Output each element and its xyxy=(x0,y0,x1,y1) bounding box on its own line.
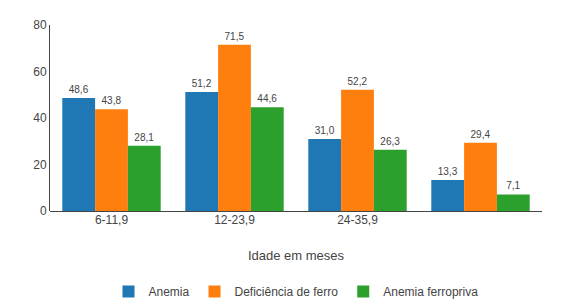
svg-text:60: 60 xyxy=(33,65,47,79)
svg-text:40: 40 xyxy=(33,111,47,125)
svg-text:71,5: 71,5 xyxy=(225,31,245,42)
svg-text:0: 0 xyxy=(40,204,47,218)
svg-text:44,6: 44,6 xyxy=(257,93,277,104)
svg-text:Anemia: Anemia xyxy=(149,285,190,299)
svg-text:80: 80 xyxy=(33,18,47,32)
svg-text:Deficiência de ferro: Deficiência de ferro xyxy=(235,285,339,299)
svg-text:13,3: 13,3 xyxy=(438,166,458,177)
svg-text:7,1: 7,1 xyxy=(506,180,520,191)
svg-text:29,4: 29,4 xyxy=(471,129,491,140)
svg-text:48,6: 48,6 xyxy=(69,84,89,95)
svg-text:43,8: 43,8 xyxy=(102,95,122,106)
svg-text:Idade em meses: Idade em meses xyxy=(248,248,345,263)
svg-text:52,2: 52,2 xyxy=(348,76,368,87)
svg-text:24-35,9: 24-35,9 xyxy=(337,213,378,227)
svg-text:28,1: 28,1 xyxy=(134,132,154,143)
svg-text:51,2: 51,2 xyxy=(192,78,212,89)
svg-text:31,0: 31,0 xyxy=(315,125,335,136)
svg-text:12-23,9: 12-23,9 xyxy=(214,213,255,227)
svg-text:26,3: 26,3 xyxy=(380,136,400,147)
svg-text:20: 20 xyxy=(33,158,47,172)
svg-text:6-11,9: 6-11,9 xyxy=(95,213,128,227)
svg-text:Anemia ferropriva: Anemia ferropriva xyxy=(383,285,478,299)
